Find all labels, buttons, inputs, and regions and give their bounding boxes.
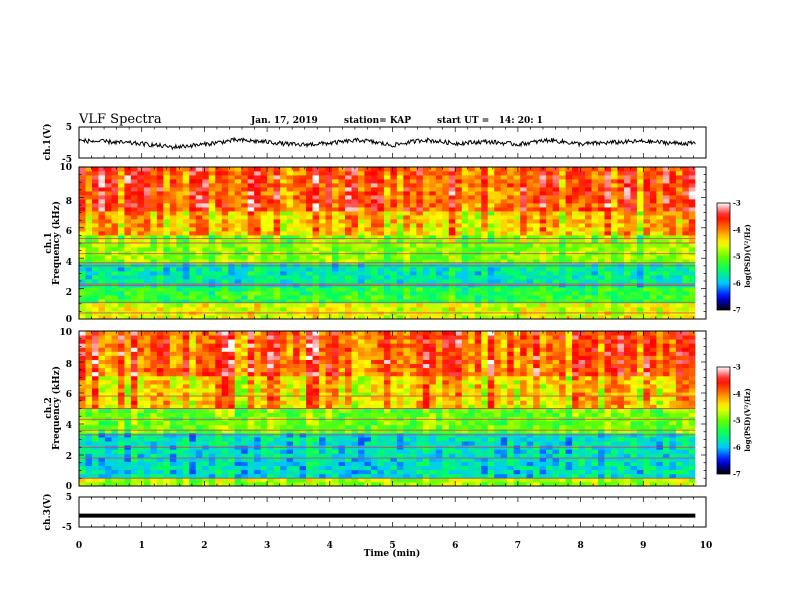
time-tick-label: 10 xyxy=(700,541,713,551)
start-time-label: start UT = 14: 20: 1 xyxy=(437,116,543,126)
ch1-ytick-8: 8 xyxy=(66,197,72,207)
ch1-colorbar-gradient xyxy=(716,202,731,311)
time-tick-label: 3 xyxy=(264,541,270,551)
ch2-colorbar-ticks: -3 -4 -5 -6 -7 xyxy=(733,363,741,479)
ch1-colorbar: -3 -4 -5 -6 -7 log(PSD)(V²/Hz) xyxy=(716,199,752,315)
ch3-waveform-xticks xyxy=(78,497,707,527)
ch2-ytick-4: 4 xyxy=(66,421,72,431)
colorbar-tick-label: -6 xyxy=(733,443,741,452)
ch1-colorbar-label: log(PSD)(V²/Hz) xyxy=(743,224,752,288)
ch1-spectrogram-ylabel: Frequency (kHz) xyxy=(51,201,62,285)
ch2-ytick-2: 2 xyxy=(66,452,72,462)
ch1-ytick-top: 5 xyxy=(66,123,72,133)
ch1-spectrogram-ticks xyxy=(78,166,707,320)
ch1-waveform-xticks xyxy=(78,127,707,158)
ch2-colorbar: -3 -4 -5 -6 -7 log(PSD)(V²/Hz) xyxy=(716,363,752,479)
ch1-waveform-ylabel: ch.1(V) xyxy=(42,124,53,161)
time-tick-label: 6 xyxy=(452,541,458,551)
ch1-spectrogram-panel: 0 2 4 6 8 10 ch.1 Frequency (kHz) xyxy=(44,163,707,325)
ch3-ytick-top: 5 xyxy=(66,493,72,503)
colorbar-tick-label: -7 xyxy=(733,470,741,479)
ch2-colorbar-gradient xyxy=(716,366,731,475)
ch1-ytick-6: 6 xyxy=(66,227,72,237)
ch2-spectrogram-panel: 0 2 4 6 8 10 ch.2 Frequency (kHz) xyxy=(44,328,707,492)
ch1-ytick-2: 2 xyxy=(66,288,72,298)
time-tick-label: 4 xyxy=(327,541,333,551)
time-tick-label: 9 xyxy=(640,541,646,551)
ch2-spectrogram-ticks xyxy=(78,330,707,487)
ch1-ytick-4: 4 xyxy=(66,258,72,268)
colorbar-tick-label: -5 xyxy=(733,416,741,425)
ch2-spectrogram-image xyxy=(79,331,706,487)
ch1-waveform-trace xyxy=(78,136,696,151)
ch2-ytick-10: 10 xyxy=(59,328,72,338)
time-tick-label: 5 xyxy=(389,541,395,551)
ch1-ytick-0: 0 xyxy=(66,315,72,325)
date-label: Jan. 17, 2019 xyxy=(250,116,318,126)
time-tick-label: 2 xyxy=(201,541,207,551)
ch1-waveform-panel: 5 -5 ch.1(V) xyxy=(42,123,707,165)
ch1-spectrogram-image xyxy=(79,167,706,320)
time-tick-label: 0 xyxy=(76,541,82,551)
figure-title: VLF Spectra xyxy=(78,112,162,127)
colorbar-tick-label: -4 xyxy=(733,225,741,234)
ch2-spectrogram-ylabel: Frequency (kHz) xyxy=(51,366,62,450)
ch1-ytick-bottom: -5 xyxy=(62,155,72,165)
colorbar-tick-label: -6 xyxy=(733,279,741,288)
time-axis-label: Time (min) xyxy=(364,548,421,559)
time-tick-label: 7 xyxy=(515,541,521,551)
time-axis: 0 1 2 3 4 5 6 7 8 9 10 xyxy=(76,541,712,551)
colorbar-tick-label: -4 xyxy=(733,389,741,398)
ch1-ytick-10: 10 xyxy=(59,163,72,173)
ch3-ytick-bottom: -5 xyxy=(62,523,72,533)
ch2-spectrogram-channel-label: ch.2 xyxy=(44,397,54,418)
colorbar-tick-label: -7 xyxy=(733,306,741,315)
ch2-ytick-0: 0 xyxy=(66,482,72,492)
ch2-ytick-6: 6 xyxy=(66,390,72,400)
colorbar-tick-label: -3 xyxy=(733,363,741,372)
ch2-colorbar-label: log(PSD)(V²/Hz) xyxy=(743,388,752,452)
ch1-colorbar-ticks: -3 -4 -5 -6 -7 xyxy=(733,199,741,315)
station-label: station= KAP xyxy=(344,116,411,126)
ch3-waveform-ylabel: ch.3(V) xyxy=(42,494,53,531)
colorbar-tick-label: -5 xyxy=(733,252,741,261)
time-tick-label: 1 xyxy=(139,541,145,551)
ch3-waveform-panel: 5 -5 ch.3(V) xyxy=(42,493,707,533)
colorbar-tick-label: -3 xyxy=(733,199,741,208)
ch1-spectrogram-channel-label: ch.1 xyxy=(44,232,54,253)
time-tick-label: 8 xyxy=(577,541,583,551)
ch2-ytick-8: 8 xyxy=(66,360,72,370)
